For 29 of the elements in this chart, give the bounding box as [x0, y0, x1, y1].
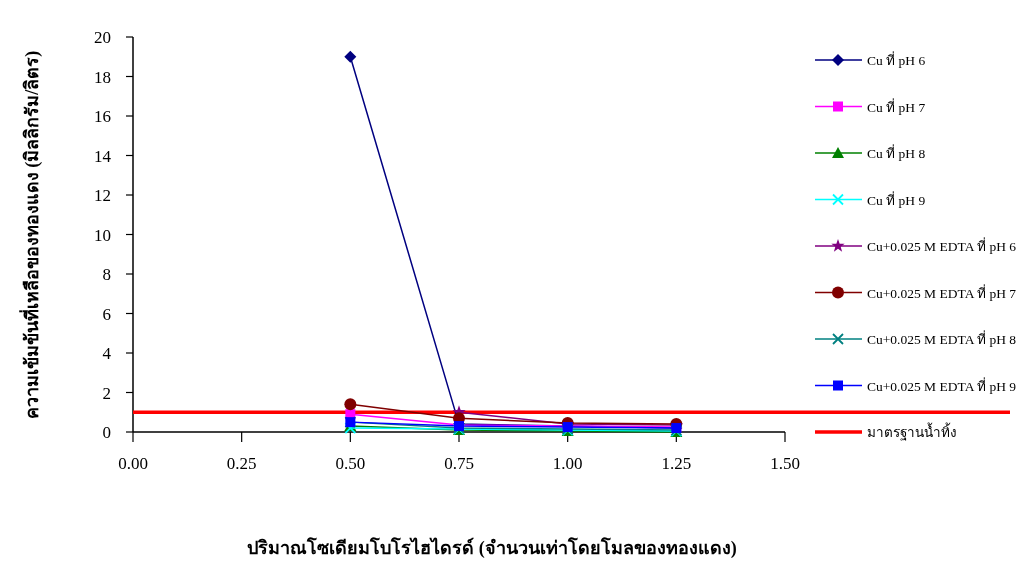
- legend-label: Cu+0.025 M EDTA ที่ pH 9: [867, 376, 1017, 394]
- y-tick-label: 4: [102, 344, 112, 363]
- x-tick-label: 0.50: [335, 454, 366, 473]
- y-tick-label: 8: [102, 265, 111, 284]
- y-tick-label: 12: [94, 186, 111, 205]
- y-tick-label: 20: [94, 28, 111, 47]
- y-tick-label: 14: [94, 146, 112, 166]
- x-tick-label: 1.50: [770, 454, 800, 473]
- y-tick-label: 16: [94, 107, 111, 126]
- legend-label: มาตรฐานน้ำทิ้ง: [867, 422, 957, 441]
- y-tick-label: 10: [94, 225, 111, 245]
- x-tick-label: 0.25: [226, 454, 257, 473]
- legend-label: Cu+0.025 M EDTA ที่ pH 7: [867, 283, 1017, 301]
- legend-label: Cu ที่ pH 9: [867, 190, 926, 208]
- legend-label: Cu ที่ pH 8: [867, 144, 926, 161]
- x-tick-label: 0.75: [444, 454, 474, 473]
- legend-label: Cu+0.025 M EDTA ที่ pH 8: [867, 330, 1017, 347]
- legend-label: Cu ที่ pH 6: [867, 51, 926, 68]
- y-tick-label: 0: [102, 423, 111, 442]
- x-tick-label: 1.00: [552, 454, 583, 473]
- y-tick-label: 2: [102, 383, 111, 403]
- x-axis-title: ปริมาณโซเดียมโบโรไฮไดรด์ (จำนวนเท่าโดยโมลของทองแดง): [247, 537, 737, 559]
- y-tick-label: 18: [94, 67, 111, 87]
- legend-label: Cu+0.025 M EDTA ที่ pH 6: [867, 237, 1017, 254]
- legend-label: Cu ที่ pH 7: [867, 97, 926, 115]
- x-tick-label: 0.00: [118, 454, 148, 473]
- y-tick-label: 6: [102, 304, 111, 324]
- x-tick-label: 1.25: [661, 454, 692, 473]
- y-axis-title: ความเข้มข้นที่เหลือของทองแดง (มิลลิกรัม/ลิตร): [19, 50, 43, 420]
